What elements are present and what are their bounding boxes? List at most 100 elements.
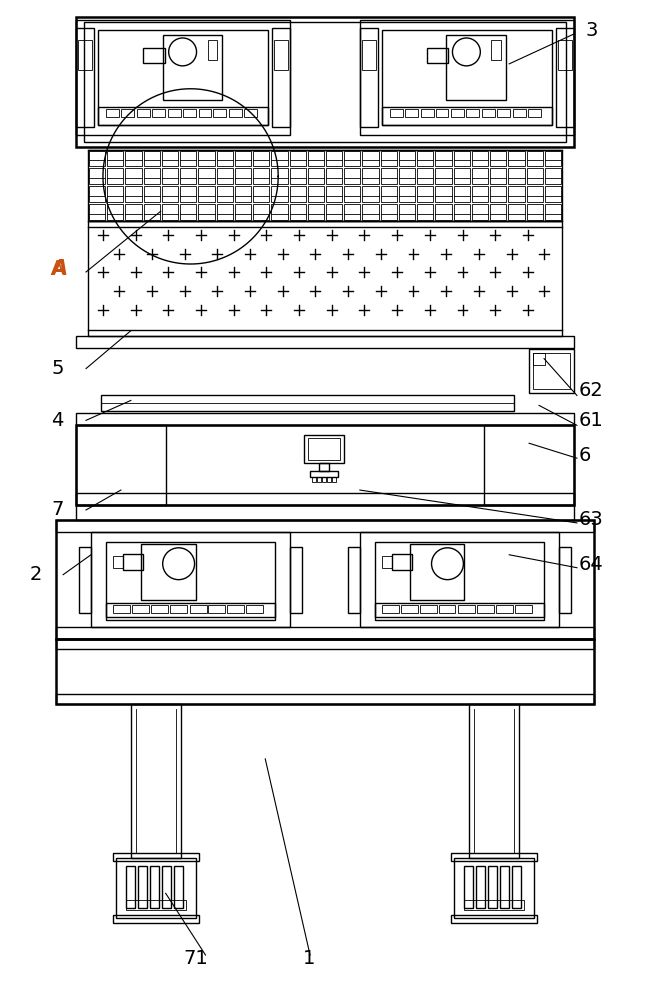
Bar bbox=[174, 866, 182, 908]
Bar bbox=[199, 186, 215, 202]
Bar bbox=[143, 151, 160, 166]
Bar bbox=[465, 866, 473, 908]
Bar bbox=[308, 151, 324, 166]
Bar bbox=[508, 204, 524, 220]
Bar bbox=[526, 204, 543, 220]
Bar bbox=[235, 186, 251, 202]
Bar bbox=[199, 168, 215, 184]
Bar bbox=[526, 151, 543, 166]
Bar bbox=[56, 639, 594, 704]
Bar bbox=[289, 204, 306, 220]
Bar bbox=[362, 204, 378, 220]
Bar bbox=[399, 204, 415, 220]
Bar bbox=[98, 107, 268, 125]
Bar bbox=[374, 603, 544, 620]
Bar bbox=[322, 477, 326, 482]
Bar bbox=[125, 151, 141, 166]
Text: 1: 1 bbox=[303, 949, 315, 968]
Bar bbox=[526, 168, 543, 184]
Bar bbox=[417, 204, 434, 220]
Bar bbox=[137, 109, 150, 117]
Bar bbox=[490, 151, 506, 166]
Bar bbox=[180, 204, 197, 220]
Bar bbox=[125, 186, 141, 202]
Bar bbox=[271, 204, 288, 220]
Bar bbox=[490, 168, 506, 184]
Bar bbox=[512, 866, 521, 908]
Bar bbox=[76, 336, 574, 348]
Bar bbox=[217, 204, 233, 220]
Bar bbox=[317, 477, 321, 482]
Bar bbox=[107, 186, 123, 202]
Bar bbox=[360, 532, 559, 627]
Bar bbox=[545, 168, 561, 184]
Bar bbox=[163, 35, 223, 100]
Bar bbox=[217, 186, 233, 202]
Bar bbox=[382, 107, 552, 125]
Bar bbox=[426, 48, 448, 63]
Bar bbox=[275, 40, 288, 70]
Bar bbox=[253, 168, 269, 184]
Bar bbox=[476, 866, 485, 908]
Text: 71: 71 bbox=[184, 949, 208, 968]
Bar bbox=[308, 168, 324, 184]
Bar bbox=[217, 151, 233, 166]
Bar bbox=[89, 186, 105, 202]
Bar bbox=[271, 151, 288, 166]
Bar bbox=[126, 866, 135, 908]
Bar bbox=[76, 28, 94, 127]
Bar bbox=[162, 866, 171, 908]
Bar bbox=[180, 151, 197, 166]
Bar bbox=[559, 547, 571, 613]
Bar bbox=[138, 866, 147, 908]
Bar bbox=[348, 547, 360, 613]
Bar bbox=[508, 186, 524, 202]
Bar bbox=[472, 186, 488, 202]
Bar bbox=[106, 109, 119, 117]
Bar bbox=[326, 186, 342, 202]
Bar bbox=[469, 704, 519, 858]
Bar bbox=[472, 204, 488, 220]
Bar bbox=[107, 204, 123, 220]
Bar bbox=[484, 425, 574, 505]
Bar bbox=[304, 435, 344, 463]
Bar bbox=[326, 151, 342, 166]
Bar bbox=[308, 186, 324, 202]
Bar bbox=[382, 605, 398, 613]
Bar bbox=[410, 544, 465, 600]
Text: A: A bbox=[51, 259, 64, 278]
Bar bbox=[89, 204, 105, 220]
Bar bbox=[180, 186, 197, 202]
Bar bbox=[533, 353, 570, 389]
Bar bbox=[116, 858, 195, 918]
Bar bbox=[289, 168, 306, 184]
Bar bbox=[497, 109, 510, 117]
Bar bbox=[271, 168, 288, 184]
Bar bbox=[360, 20, 574, 135]
Bar bbox=[106, 603, 275, 620]
Bar bbox=[319, 463, 329, 471]
Bar bbox=[143, 204, 160, 220]
Bar bbox=[490, 204, 506, 220]
Bar bbox=[381, 186, 397, 202]
Bar bbox=[362, 151, 378, 166]
Bar bbox=[247, 605, 263, 613]
Bar bbox=[121, 109, 134, 117]
Bar bbox=[162, 151, 178, 166]
Bar bbox=[271, 186, 288, 202]
Bar bbox=[106, 542, 275, 617]
Bar bbox=[76, 493, 574, 505]
Bar bbox=[88, 221, 562, 336]
Bar bbox=[169, 605, 187, 613]
Bar bbox=[98, 30, 268, 125]
Bar bbox=[454, 186, 470, 202]
Bar bbox=[214, 109, 227, 117]
Bar bbox=[362, 168, 378, 184]
Bar bbox=[308, 438, 340, 460]
Bar bbox=[490, 186, 506, 202]
Bar bbox=[253, 186, 269, 202]
Bar bbox=[399, 151, 415, 166]
Text: 2: 2 bbox=[29, 565, 42, 584]
Bar bbox=[76, 20, 290, 135]
Bar bbox=[491, 40, 501, 60]
